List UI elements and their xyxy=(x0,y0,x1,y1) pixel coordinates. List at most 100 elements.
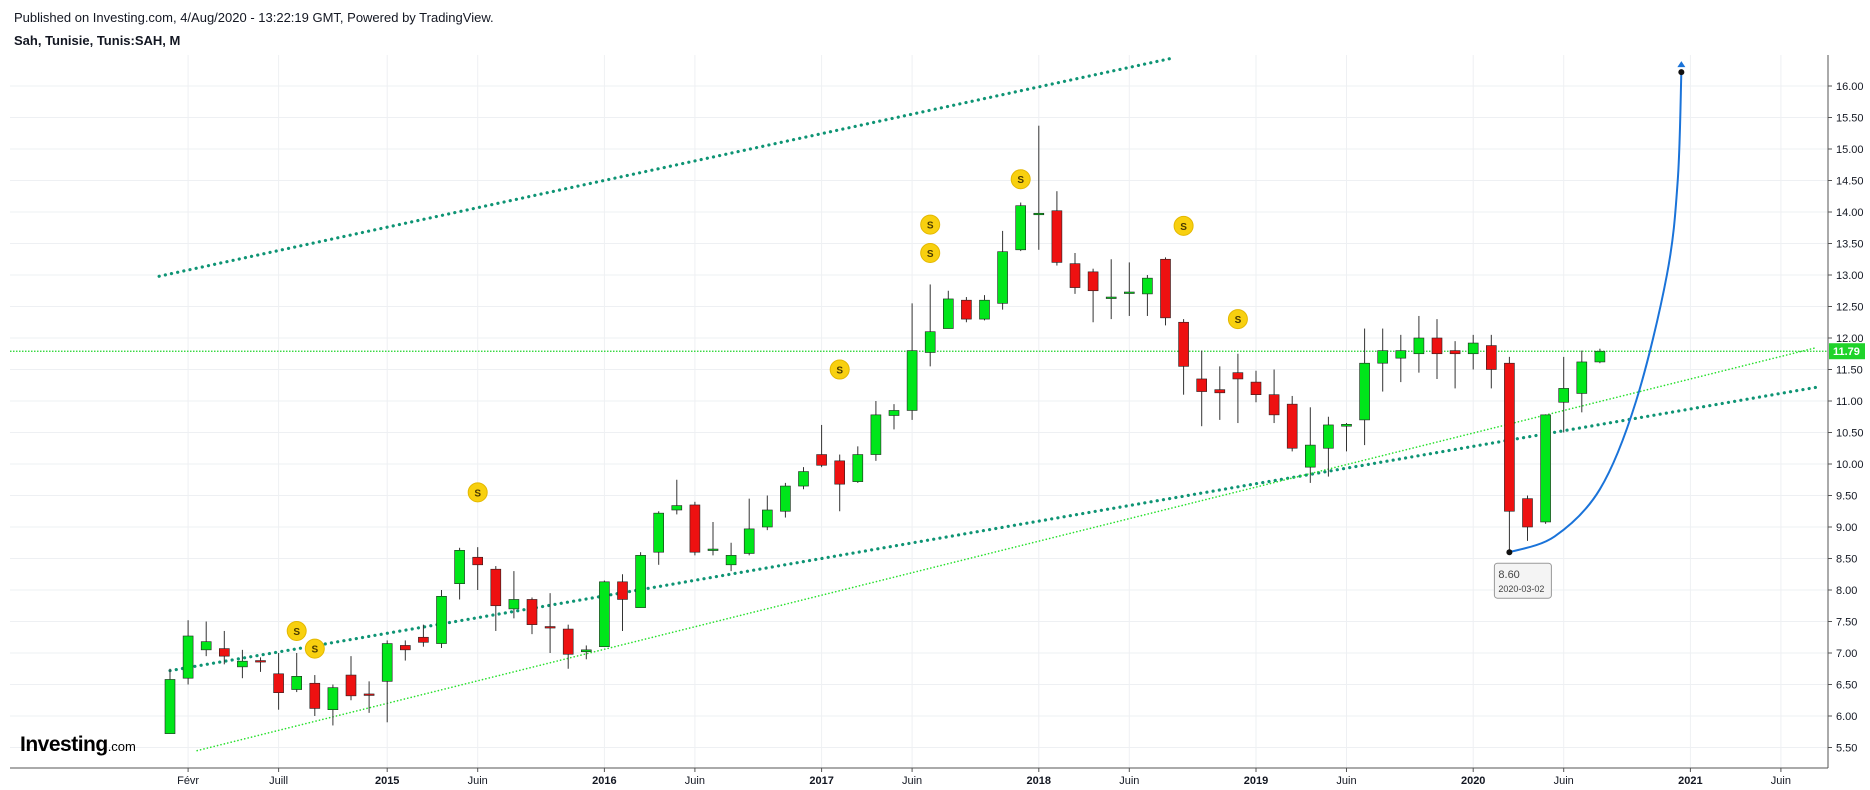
candle-body xyxy=(635,555,646,608)
candle-body xyxy=(617,581,628,600)
projection-end-point xyxy=(1678,69,1685,76)
candle-body xyxy=(997,251,1008,304)
candle xyxy=(1196,350,1207,427)
candle-body xyxy=(1214,389,1226,394)
candle xyxy=(1178,319,1189,395)
y-tick-label: 14.50 xyxy=(1836,176,1864,188)
candle-body xyxy=(544,626,556,629)
y-tick-label: 8.50 xyxy=(1836,554,1857,566)
candles xyxy=(164,125,1606,734)
low-annotation: 8.60 2020-03-02 xyxy=(1493,549,1552,599)
candle-body xyxy=(291,676,303,690)
y-tick-label: 15.50 xyxy=(1836,113,1864,125)
candle xyxy=(888,404,900,430)
candle-body xyxy=(1395,350,1407,359)
candle-body xyxy=(599,581,610,647)
candle xyxy=(1087,268,1099,323)
candle xyxy=(1431,319,1443,379)
candle-body xyxy=(653,512,665,553)
candle-body xyxy=(1359,362,1370,421)
candle xyxy=(472,547,484,590)
dividend-icon xyxy=(1173,215,1194,236)
x-tick-label: Juin xyxy=(1771,775,1791,787)
candle-body xyxy=(526,599,538,625)
candle-body xyxy=(1558,388,1569,403)
dividend-label: S xyxy=(1180,222,1187,233)
lower-channel xyxy=(168,385,1819,673)
candle xyxy=(870,401,882,461)
x-tick-label: Juin xyxy=(1554,775,1574,787)
candle-body xyxy=(834,460,846,485)
investing-logo: Investing.com xyxy=(20,733,136,757)
candle xyxy=(291,653,303,693)
candle-body xyxy=(1413,337,1425,355)
candle-body xyxy=(363,693,375,696)
candle-body xyxy=(1087,271,1099,292)
candle-body xyxy=(780,485,791,512)
candle-body xyxy=(345,674,357,697)
low-date-label: 2020-03-02 xyxy=(1498,584,1544,594)
candle-body xyxy=(219,648,230,657)
dividend-icon xyxy=(920,242,941,263)
y-tick-label: 9.50 xyxy=(1836,491,1857,503)
candle xyxy=(1232,353,1244,424)
dividend-label: S xyxy=(1235,315,1242,326)
candle xyxy=(363,681,375,713)
candle-body xyxy=(1341,424,1352,427)
candle xyxy=(309,675,321,716)
candle-body xyxy=(689,504,701,553)
dividend-label: S xyxy=(293,627,300,638)
candle xyxy=(200,621,212,657)
candle xyxy=(1341,423,1352,452)
candle-body xyxy=(508,599,520,610)
dividend-icon xyxy=(467,482,488,503)
candle xyxy=(816,424,827,468)
candle-body xyxy=(1540,414,1551,523)
dividend-marker: S xyxy=(1227,309,1248,330)
candle-body xyxy=(816,454,827,466)
candle xyxy=(1250,370,1262,403)
candle xyxy=(418,624,429,647)
candle xyxy=(997,230,1008,310)
dividend-marker: S xyxy=(286,620,307,641)
projection-curve xyxy=(1509,61,1686,554)
candle xyxy=(381,640,393,723)
candle xyxy=(1033,125,1045,250)
x-tick-label: Févr xyxy=(177,775,199,787)
candle-body xyxy=(1594,350,1606,363)
trend-lines xyxy=(10,56,1828,752)
candle xyxy=(562,624,574,669)
candle-body xyxy=(1160,258,1171,319)
candle xyxy=(1377,328,1388,392)
candle-body xyxy=(961,299,972,320)
candle-body xyxy=(1377,350,1388,364)
candle xyxy=(743,498,755,556)
dividend-label: S xyxy=(311,645,318,656)
x-tick-label: Juin xyxy=(902,775,922,787)
candle-body xyxy=(888,410,900,416)
last-price-label: 11.79 xyxy=(1833,346,1860,358)
candle xyxy=(1268,369,1280,424)
candle xyxy=(1467,334,1479,370)
candle xyxy=(508,571,520,619)
candle-body xyxy=(743,528,755,554)
candle-body xyxy=(309,682,321,709)
candle xyxy=(1105,259,1117,320)
candle-body xyxy=(1323,424,1334,449)
y-tick-label: 11.50 xyxy=(1836,365,1863,377)
candle xyxy=(1558,356,1569,433)
candle-body xyxy=(1486,345,1497,370)
candle xyxy=(906,303,918,420)
chart-grid xyxy=(10,55,1828,768)
x-tick-label: 2017 xyxy=(809,775,833,787)
y-tick-label: 9.00 xyxy=(1836,522,1857,534)
candle-body xyxy=(852,454,864,482)
candle-body xyxy=(399,645,411,651)
candle xyxy=(1015,202,1027,252)
last-price-tag xyxy=(1829,343,1865,360)
support-line xyxy=(196,346,1818,752)
candle xyxy=(635,552,646,608)
candle xyxy=(707,521,719,556)
